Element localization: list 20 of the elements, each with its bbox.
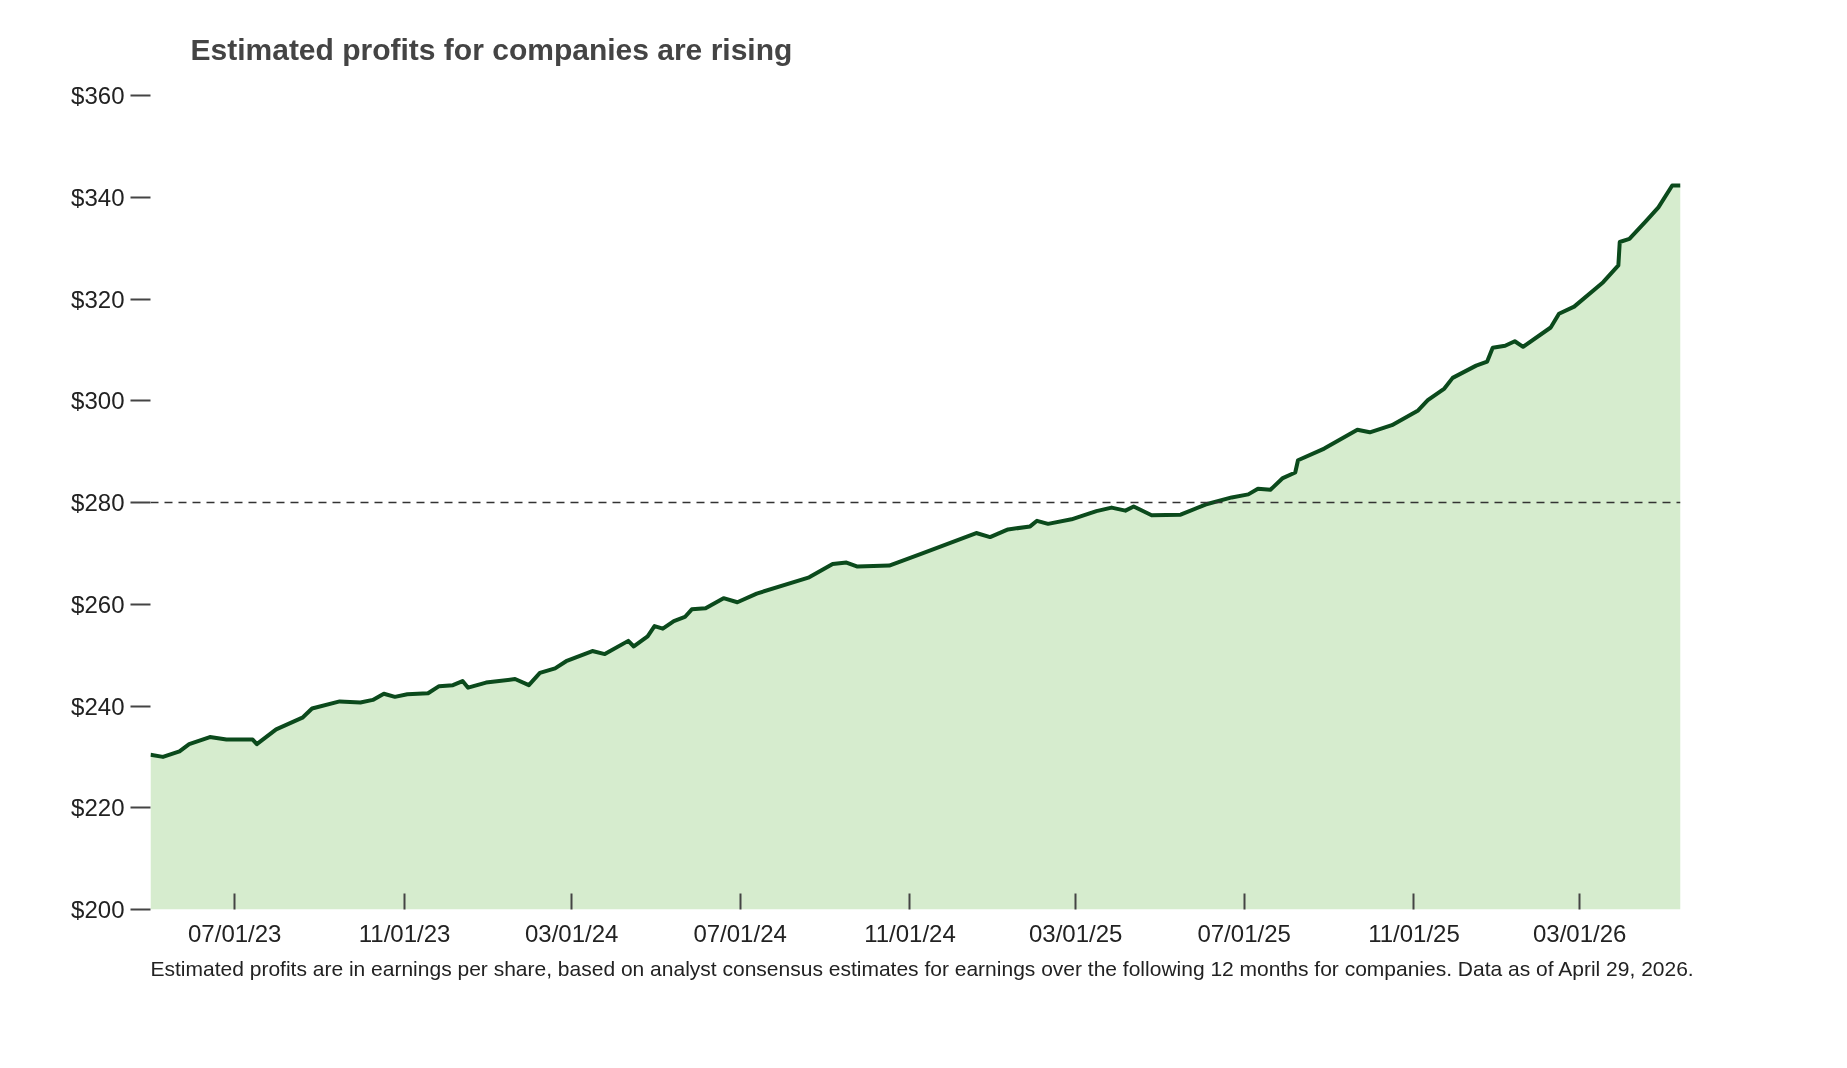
x-tick-label: 07/01/24 xyxy=(693,919,787,947)
y-tick-label: $340 xyxy=(71,183,125,211)
x-tick-label: 11/01/24 xyxy=(864,919,956,947)
y-tick-label: $360 xyxy=(71,82,125,109)
y-tick-label: $300 xyxy=(71,387,125,415)
x-tick-label: 07/01/23 xyxy=(188,919,282,947)
chart-title: Estimated profits for companies are rising xyxy=(190,32,793,66)
x-tick-label: 03/01/24 xyxy=(524,919,619,947)
x-tick-label: 03/01/25 xyxy=(1028,919,1123,947)
y-tick-label: $200 xyxy=(71,896,125,923)
x-tick-label: 11/01/23 xyxy=(358,919,451,947)
x-tick-label: 03/01/26 xyxy=(1532,919,1627,947)
x-tick-label: 07/01/25 xyxy=(1197,919,1291,947)
text: Estimated profits are in earnings per share, based on analyst consensus estimates for earnings over the following 12 months for companies. Data as of April 29, 2026. xyxy=(150,956,1694,980)
y-tick-label: $260 xyxy=(71,590,125,618)
y-tick-label: $220 xyxy=(71,794,125,822)
y-tick-label: $240 xyxy=(71,692,125,720)
y-tick-label: $320 xyxy=(71,285,125,313)
x-tick-label: 11/01/25 xyxy=(1368,919,1460,947)
y-tick-label: $280 xyxy=(71,489,125,516)
